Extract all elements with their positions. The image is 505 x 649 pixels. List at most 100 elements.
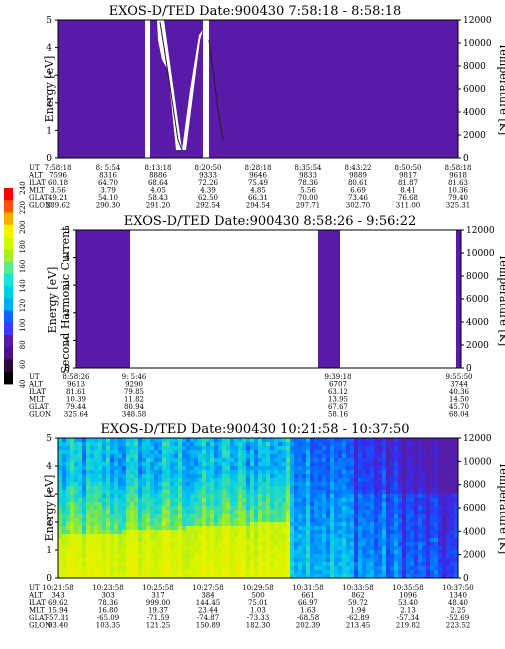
spectrogram-cell bbox=[158, 566, 163, 571]
spectrogram-cell bbox=[82, 570, 87, 575]
spectrogram-cell bbox=[370, 574, 375, 578]
spectrogram-cell bbox=[302, 574, 307, 578]
spectrogram-cell bbox=[246, 458, 251, 463]
spectrogram-cell bbox=[354, 554, 359, 559]
spectrogram-cell bbox=[362, 442, 367, 447]
spectrogram-cell bbox=[278, 554, 283, 559]
spectrogram-cell bbox=[302, 482, 307, 487]
spectrogram-cell bbox=[58, 474, 63, 479]
spectrogram-cell bbox=[126, 554, 131, 559]
spectrogram-cell bbox=[358, 518, 363, 523]
spectrogram-cell bbox=[174, 462, 179, 467]
spectrogram-cell bbox=[322, 438, 327, 443]
spectrogram-cell bbox=[134, 478, 139, 483]
spectrogram-cell bbox=[250, 490, 255, 495]
spectrogram-cell bbox=[310, 474, 315, 479]
spectrogram-cell bbox=[206, 458, 211, 463]
spectrogram-cell bbox=[238, 474, 243, 479]
spectrogram-cell bbox=[162, 438, 167, 443]
spectrogram-cell bbox=[290, 482, 295, 487]
spectrogram-cell bbox=[162, 574, 167, 578]
spectrogram-cell bbox=[82, 574, 87, 578]
spectrogram-cell bbox=[118, 554, 123, 559]
spectrogram-cell bbox=[290, 494, 295, 499]
spectrogram-cell bbox=[250, 470, 255, 475]
spectrogram-cell bbox=[234, 478, 239, 483]
orbit-value: 68.64 bbox=[148, 179, 169, 187]
spectrogram-cell bbox=[154, 510, 159, 515]
spectrogram-cell bbox=[194, 518, 199, 523]
spectrogram-cell bbox=[386, 562, 391, 567]
spectrogram-cell bbox=[358, 466, 363, 471]
orbit-value: 8: 5:54 bbox=[96, 164, 121, 172]
spectrogram-cell bbox=[82, 554, 87, 559]
spectrogram-cell bbox=[66, 526, 71, 531]
orbit-value: 4.85 bbox=[250, 187, 266, 195]
spectrogram-cell bbox=[134, 506, 139, 511]
spectrogram-cell bbox=[294, 486, 299, 491]
spectrogram-cell bbox=[298, 538, 303, 543]
spectrogram-cell bbox=[206, 526, 211, 531]
spectrogram-cell bbox=[178, 538, 183, 543]
colorbar-swatch bbox=[4, 212, 13, 226]
spectrogram-cell bbox=[210, 470, 215, 475]
spectrogram-cell bbox=[214, 542, 219, 547]
spectrogram-cell bbox=[346, 478, 351, 483]
spectrogram-cell bbox=[358, 542, 363, 547]
spectrogram-cell bbox=[426, 442, 431, 447]
spectrogram-cell bbox=[174, 474, 179, 479]
spectrogram-cell bbox=[158, 542, 163, 547]
spectrogram-cell bbox=[190, 570, 195, 575]
spectrogram-cell bbox=[118, 570, 123, 575]
spectrogram-cell bbox=[142, 502, 147, 507]
spectrogram-cell bbox=[418, 498, 423, 503]
spectrogram-cell bbox=[102, 570, 107, 575]
spectrogram-cell bbox=[306, 490, 311, 495]
spectrogram-cell bbox=[90, 474, 95, 479]
spectrogram-cell bbox=[174, 502, 179, 507]
spectrogram-cell bbox=[422, 466, 427, 471]
spectrogram-cell bbox=[142, 574, 147, 578]
spectrogram-cell bbox=[346, 462, 351, 467]
spectrogram-cell bbox=[94, 458, 99, 463]
spectrogram-cell bbox=[298, 478, 303, 483]
spectrogram-cell bbox=[262, 490, 267, 495]
spectrogram-cell bbox=[350, 514, 355, 519]
spectrogram-cell bbox=[330, 450, 335, 455]
spectrogram-cell bbox=[306, 458, 311, 463]
spectrogram-cell bbox=[378, 574, 383, 578]
spectrogram-cell bbox=[294, 570, 299, 575]
spectrogram-cell bbox=[62, 466, 67, 471]
spectrogram-cell bbox=[126, 510, 131, 515]
spectrogram-cell bbox=[442, 550, 447, 555]
spectrogram-cell bbox=[182, 486, 187, 491]
spectrogram-cell bbox=[258, 498, 263, 503]
spectrogram-cell bbox=[374, 514, 379, 519]
spectrogram-cell bbox=[182, 446, 187, 451]
spectrogram-cell bbox=[370, 446, 375, 451]
spectrogram-cell bbox=[418, 574, 423, 578]
y-tick-label: 1 bbox=[64, 336, 70, 346]
spectrogram-cell bbox=[282, 526, 287, 531]
spectrogram-cell bbox=[318, 558, 323, 563]
orbit-value: 3.56 bbox=[50, 187, 66, 195]
spectrogram-cell bbox=[310, 438, 315, 443]
spectrogram-cell bbox=[318, 486, 323, 491]
spectrogram-cell bbox=[218, 474, 223, 479]
spectrogram-cell bbox=[258, 514, 263, 519]
spectrogram-cell bbox=[58, 530, 63, 535]
spectrogram-cell bbox=[246, 454, 251, 459]
spectrogram-cell bbox=[282, 558, 287, 563]
spectrogram-cell bbox=[126, 522, 131, 527]
spectrogram-cell bbox=[286, 466, 291, 471]
spectrogram-cell bbox=[410, 566, 415, 571]
spectrogram-cell bbox=[194, 446, 199, 451]
spectrogram-cell bbox=[350, 490, 355, 495]
spectrogram-cell bbox=[150, 538, 155, 543]
spectrogram-cell bbox=[234, 482, 239, 487]
spectrogram-cell bbox=[142, 454, 147, 459]
spectrogram-cell bbox=[334, 510, 339, 515]
spectrogram-cell bbox=[286, 490, 291, 495]
spectrogram-cell bbox=[178, 554, 183, 559]
spectrogram-cell bbox=[70, 538, 75, 543]
